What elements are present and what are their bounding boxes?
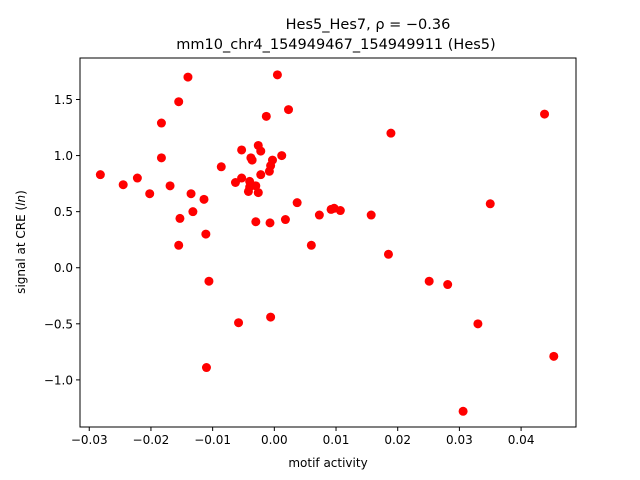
data-point [216, 162, 226, 172]
y-tick-label: −0.5 [44, 317, 73, 331]
data-point [188, 207, 198, 217]
data-point [183, 72, 193, 82]
data-point [383, 249, 393, 259]
data-point [237, 145, 247, 155]
x-axis-label: motif activity [288, 456, 367, 470]
y-tick-label: 1.0 [54, 149, 73, 163]
data-point [253, 188, 263, 198]
data-point [280, 215, 290, 225]
x-tick-label: 0.03 [446, 433, 473, 447]
data-point [199, 194, 209, 204]
y-tick-label: −1.0 [44, 373, 73, 387]
data-point [265, 218, 275, 228]
data-point [549, 351, 559, 361]
data-points [95, 70, 559, 416]
y-tick-label: 0.0 [54, 261, 73, 275]
data-point [335, 206, 345, 216]
data-point [267, 155, 277, 165]
data-point [145, 189, 155, 199]
x-tick-label: 0.01 [323, 433, 350, 447]
data-point [132, 173, 142, 183]
data-point [230, 177, 240, 187]
data-point [201, 363, 211, 373]
x-tick-label: −0.01 [194, 433, 231, 447]
chart-title-line2: mm10_chr4_154949467_154949911 (Hes5) [176, 37, 495, 53]
data-point [95, 170, 105, 180]
data-point [261, 111, 271, 121]
data-point [284, 105, 294, 115]
x-tick-label: 0.04 [508, 433, 535, 447]
data-point [314, 210, 324, 220]
data-point [186, 189, 196, 199]
x-tick-label: 0.00 [261, 433, 288, 447]
data-point [174, 97, 184, 107]
data-point [424, 276, 434, 286]
data-point [256, 170, 266, 180]
data-point [485, 199, 495, 209]
data-point [245, 176, 255, 186]
data-point [204, 276, 214, 286]
data-point [165, 181, 175, 191]
data-point [458, 406, 468, 416]
data-point [266, 312, 276, 322]
y-axis-ticks: −1.0 −0.5 0.0 0.5 1.0 1.5 [44, 93, 80, 387]
x-tick-label: −0.03 [71, 433, 108, 447]
data-point [256, 146, 266, 156]
data-point [247, 155, 257, 165]
data-point [540, 109, 550, 119]
data-point [175, 213, 185, 223]
data-point [118, 180, 128, 190]
data-point [443, 280, 453, 290]
data-point [473, 319, 483, 329]
data-point [251, 217, 261, 227]
data-point [156, 118, 166, 128]
data-point [366, 210, 376, 220]
axes-frame [79, 57, 577, 428]
data-point [292, 198, 302, 208]
y-tick-label: 1.5 [54, 93, 73, 107]
data-point [277, 151, 287, 161]
x-tick-label: 0.02 [384, 433, 411, 447]
data-point [237, 173, 247, 183]
y-tick-label: 0.5 [54, 205, 73, 219]
data-point [386, 128, 396, 138]
chart-title-line1: Hes5_Hes7, ρ = −0.36 [286, 17, 451, 33]
x-axis-ticks: −0.03 −0.02 −0.01 0.00 0.01 0.02 0.03 0.04 [71, 427, 535, 447]
data-point [156, 153, 166, 163]
data-point [201, 229, 211, 239]
data-point [272, 70, 282, 80]
data-point [234, 318, 244, 328]
data-point [306, 240, 316, 250]
x-tick-label: −0.02 [133, 433, 170, 447]
y-axis-label: signal at CRE (ln) [14, 190, 28, 294]
data-point [174, 240, 184, 250]
